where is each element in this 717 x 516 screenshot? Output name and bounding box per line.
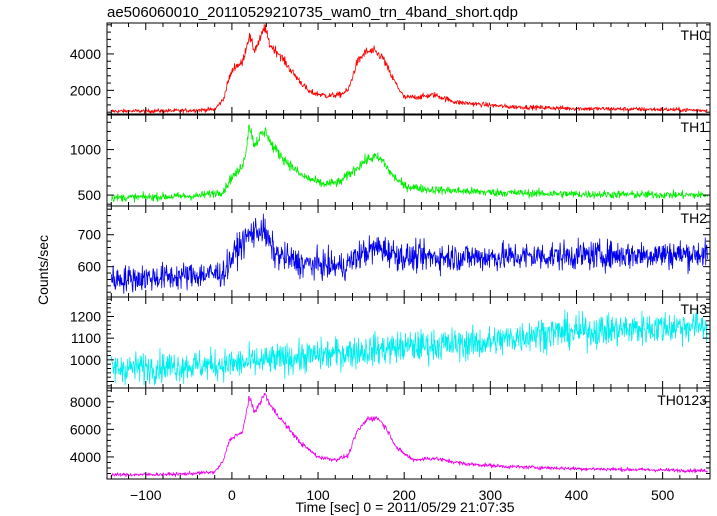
panels: 2000 4000 TH0 500 1000 TH1 600 700 TH2 1000 1100 12… [70,22,711,480]
panel-th1: 500 1000 TH1 [70,114,711,207]
panel-label-th2: TH2 [681,210,708,226]
y-tick-label: 4000 [70,46,101,62]
series-line-th3 [110,307,708,386]
y-tick-label: 8000 [70,394,101,410]
x-tick-label: 300 [479,487,503,503]
y-tick-label: 1200 [70,309,101,325]
panel-th0: 2000 4000 TH0 [70,22,711,115]
series-line-th0 [111,23,708,114]
x-tick-label: 400 [565,487,589,503]
panel-frame [106,387,711,480]
y-tick-label: 700 [78,227,102,243]
y-tick-label: 500 [78,187,102,203]
panel-th2: 600 700 TH2 [78,205,711,298]
x-tick-labels: −100 0 100 200 300 400 500 [130,487,675,503]
panel-label-th1: TH1 [681,119,708,135]
y-axis-label: Counts/sec [35,235,51,305]
y-tick-label: 1100 [71,330,101,346]
y-tick-label: 1000 [70,142,101,158]
x-tick-label: 0 [228,487,236,503]
y-tick-label: 2000 [70,82,101,98]
y-tick-label: 4000 [70,449,101,465]
panel-label-th0: TH0 [681,27,708,43]
x-tick-label: 500 [651,487,675,503]
x-tick-label: 100 [306,487,330,503]
series-line-th0123 [110,392,708,478]
series-line-th1 [110,124,708,203]
y-tick-label: 1000 [70,352,101,368]
x-tick-label: 200 [393,487,417,503]
x-tick-label: −100 [130,487,162,503]
panel-frame [106,22,711,115]
panel-th3: 1000 1100 1200 TH3 [70,296,711,389]
x-axis-label: Time [sec] 0 = 2011/05/29 21:07:35 [295,499,514,515]
series-line-th2 [110,213,708,294]
panel-label-th0123: TH0123 [657,392,707,408]
chart-title: ae506060010_20110529210735_wam0_trn_4ban… [107,4,518,21]
panel-label-th3: TH3 [681,301,708,317]
y-tick-label: 600 [78,259,102,275]
y-tick-label: 6000 [70,421,101,437]
panel-th0123: 4000 6000 8000 TH0123 [70,387,711,480]
